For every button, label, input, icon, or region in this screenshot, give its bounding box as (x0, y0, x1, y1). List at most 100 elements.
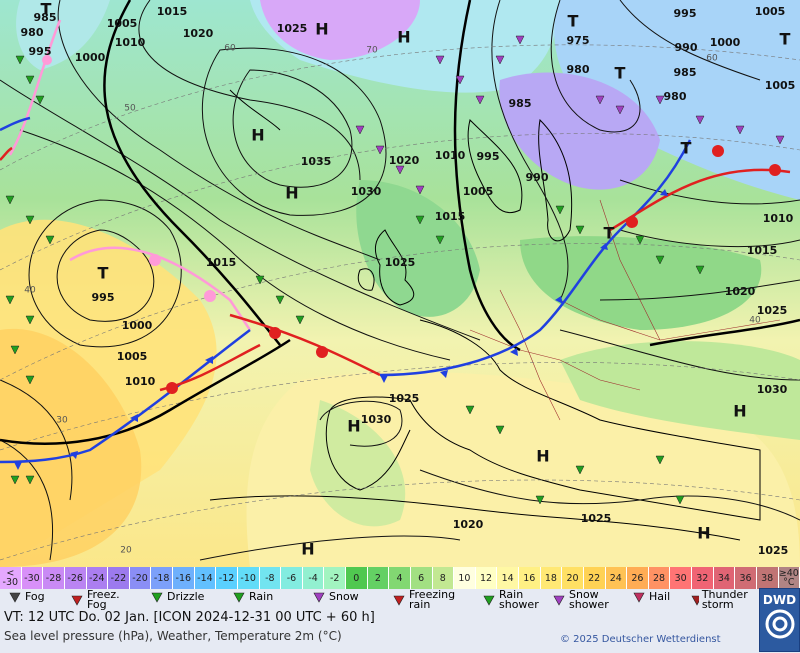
scale-cell: -16 (173, 567, 195, 589)
scale-cell: 28 (648, 567, 671, 589)
isobars (0, 0, 800, 561)
latitude-label: 40 (749, 316, 761, 326)
legend-item: Drizzle (150, 590, 204, 604)
pressure-label: 1005 (117, 350, 148, 363)
scale-cell: -26 (64, 567, 87, 589)
weather-symbol (635, 235, 645, 245)
weather-symbols (5, 35, 785, 505)
pressure-center: H (347, 417, 360, 436)
weather-symbol (355, 125, 365, 135)
pressure-center: H (285, 184, 298, 203)
logo: DWD (759, 588, 800, 652)
weather-symbol (555, 205, 565, 215)
scale-cell: -20 (129, 567, 152, 589)
pressure-label: 1020 (453, 518, 484, 531)
weather-symbol (575, 225, 585, 235)
pressure-label: 1025 (385, 256, 416, 269)
pressure-center: T (604, 224, 615, 243)
legend-icon (553, 595, 565, 606)
pressure-center: H (397, 28, 410, 47)
scale-cell: 12 (475, 567, 498, 589)
pressure-center: T (681, 139, 692, 158)
legend-icon (633, 592, 645, 603)
scale-cell: 20 (562, 567, 584, 589)
front-symbols (14, 55, 781, 470)
legend-label: Freezing rain (409, 588, 456, 611)
scale-cell: 10 (454, 567, 476, 589)
color-scale: < -30 -30 -28 -26 -24 -22 -20 -18 -16 -14 -12 -10 -8… (0, 567, 800, 589)
legend-label: Hail (649, 590, 671, 603)
weather-symbol (255, 275, 265, 285)
logo-icon (765, 609, 794, 639)
latitude-label: 30 (56, 416, 68, 426)
latitude-label: 20 (120, 546, 132, 556)
weather-symbol (455, 75, 465, 85)
scale-cell: -6 (281, 567, 303, 589)
pressure-label: 985 (674, 66, 697, 79)
legend-item: Snow shower (552, 589, 621, 610)
weather-symbol (45, 235, 55, 245)
weather-symbol (275, 295, 285, 305)
scale-cell: 0 (346, 567, 368, 589)
scale-cell: -28 (43, 567, 65, 589)
scale-cell: -4 (302, 567, 325, 589)
scale-cell: -24 (86, 567, 109, 589)
scale-cell: 38 (756, 567, 779, 589)
legend-item: Fog (8, 590, 45, 604)
pressure-label: 1025 (757, 304, 788, 317)
weather-symbol (575, 465, 585, 475)
pressure-center: H (733, 402, 746, 421)
weather-symbol (695, 265, 705, 275)
scale-cell: -30 (21, 567, 44, 589)
scale-cell: 14 (497, 567, 519, 589)
weather-symbol (375, 145, 385, 155)
scale-cell: ≥40 °C (778, 567, 800, 589)
scale-cell: 6 (410, 567, 433, 589)
weather-symbol (655, 255, 665, 265)
weather-symbol (775, 135, 785, 145)
weather-symbol (435, 235, 445, 245)
copyright: © 2025 Deutscher Wetterdienst (560, 634, 721, 645)
scale-cell: -8 (259, 567, 282, 589)
legend-label: Thunder storm (701, 588, 748, 611)
pressure-label: 1030 (351, 185, 382, 198)
legend-item: Rain (232, 590, 273, 604)
weather-symbol (465, 405, 475, 415)
legend-icon (313, 592, 325, 603)
subtitle: Sea level pressure (hPa), Weather, Tempe… (4, 629, 342, 643)
weather-symbol (25, 375, 35, 385)
weather-symbol (415, 215, 425, 225)
pressure-label: 1015 (435, 210, 466, 223)
scale-cell: 22 (583, 567, 606, 589)
pressure-label: 1000 (122, 319, 153, 332)
pressure-label: 1025 (581, 512, 612, 525)
weather-symbol (295, 315, 305, 325)
latitude-label: 40 (24, 286, 36, 296)
scale-cell: -14 (194, 567, 217, 589)
legend-icon (9, 592, 21, 603)
scale-cell: < -30 (0, 567, 22, 589)
pressure-label: 1005 (463, 185, 494, 198)
legend: Fog Freez. Fog Drizzle Rain Snow Freezing rai… (0, 588, 748, 613)
pressure-label: 985 (509, 97, 532, 110)
weather-symbol (25, 75, 35, 85)
pressure-center: H (697, 524, 710, 543)
latitude-lines (0, 44, 800, 561)
weather-symbol (615, 105, 625, 115)
scale-cell: -22 (108, 567, 130, 589)
legend-item: Freez. Fog (70, 588, 139, 611)
weather-symbol (495, 425, 505, 435)
pressure-label: 995 (29, 45, 52, 58)
legend-label: Rain (249, 590, 274, 603)
pressure-label: 1005 (765, 79, 796, 92)
legend-label: Freez. Fog (87, 588, 120, 611)
latitude-label: 70 (366, 46, 378, 56)
weather-symbol (695, 115, 705, 125)
weather-symbol (25, 215, 35, 225)
latitude-label: 60 (706, 54, 718, 64)
legend-label: Snow (329, 590, 359, 603)
pressure-label: 995 (674, 7, 697, 20)
pressure-label: 975 (567, 34, 590, 47)
pressure-center: H (536, 447, 549, 466)
